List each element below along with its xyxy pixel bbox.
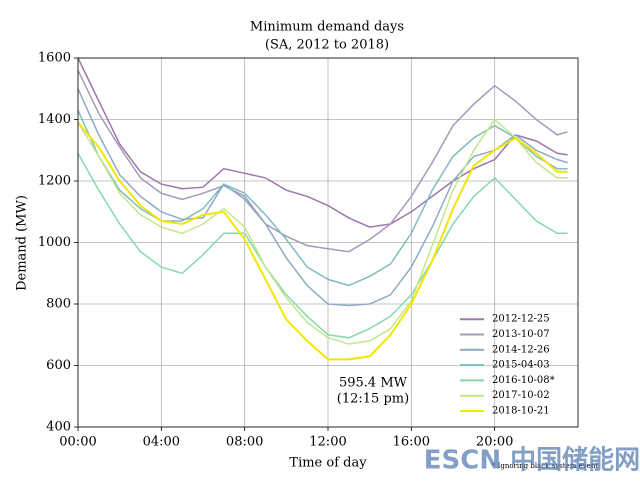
watermark: ESCN 中国储能网 xyxy=(424,445,640,476)
x-tick-label: 16:00 xyxy=(393,435,430,450)
annotation: 595.4 MW xyxy=(339,376,408,391)
y-tick-label: 1200 xyxy=(38,174,71,189)
x-tick-label: 08:00 xyxy=(226,435,263,450)
legend-label: 2012-12-25 xyxy=(492,314,550,325)
plot-frame xyxy=(77,57,579,428)
footnote: * Ignoring black system event xyxy=(492,462,598,470)
x-tick-label: 04:00 xyxy=(143,435,180,450)
series-line xyxy=(77,118,568,345)
legend-label: 2016-10-08* xyxy=(492,375,555,386)
y-tick-label: 1400 xyxy=(38,112,71,127)
legend-label: 2013-10-07 xyxy=(492,329,550,340)
legend-label: 2015-04-03 xyxy=(492,360,550,371)
legend-label: 2014-12-26 xyxy=(492,344,550,355)
series-line xyxy=(77,121,568,361)
y-tick-label: 600 xyxy=(46,358,71,373)
x-tick-label: 00:00 xyxy=(59,435,96,450)
chart-subtitle: (SA, 2012 to 2018) xyxy=(265,38,389,53)
x-axis-label: Time of day xyxy=(289,456,367,471)
x-tick-label: 12:00 xyxy=(309,435,346,450)
chart-title: Minimum demand days xyxy=(250,20,404,35)
series-line xyxy=(77,152,568,339)
y-tick-label: 400 xyxy=(46,420,71,435)
series-line xyxy=(77,69,568,253)
x-tick-label: 20:00 xyxy=(476,435,513,450)
y-axis-label: Demand (MW) xyxy=(15,195,30,291)
series-line xyxy=(77,57,568,228)
y-tick-label: 800 xyxy=(46,297,71,312)
y-tick-label: 1000 xyxy=(38,235,71,250)
legend-label: 2018-10-21 xyxy=(492,406,550,417)
legend-label: 2017-10-02 xyxy=(492,390,550,401)
annotation: (12:15 pm) xyxy=(337,392,409,407)
y-tick-label: 1600 xyxy=(38,51,71,66)
